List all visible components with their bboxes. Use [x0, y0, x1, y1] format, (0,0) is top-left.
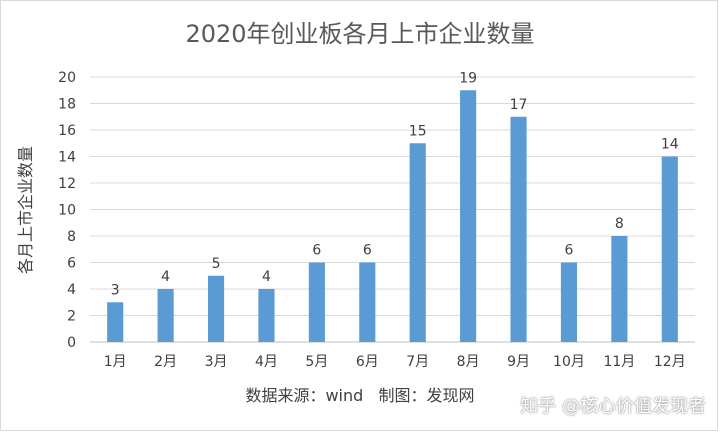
bar [207, 275, 225, 342]
x-tick-label: 12月 [654, 354, 686, 370]
y-tick-label: 10 [58, 203, 76, 219]
data-label: 4 [262, 269, 271, 285]
data-label: 15 [409, 123, 427, 139]
data-label: 6 [312, 243, 321, 259]
x-tick-label: 4月 [255, 354, 278, 370]
gridlines [90, 76, 695, 343]
x-tick-label: 6月 [356, 354, 379, 370]
data-label: 3 [111, 282, 120, 298]
bar [308, 262, 325, 342]
x-tick-label: 1月 [104, 354, 127, 370]
data-label: 4 [161, 269, 170, 285]
data-labels: 3 4 5 4 6 6 15 19 17 6 8 14 [111, 70, 679, 298]
bar [157, 289, 174, 342]
source-note: 数据来源：wind 制图：发现网 [245, 386, 475, 405]
data-label: 6 [363, 243, 372, 259]
watermark: 知乎 @核心价值发现者 [520, 396, 706, 417]
y-tick-label: 18 [58, 97, 76, 113]
data-label: 19 [459, 70, 477, 86]
x-tick-label: 11月 [603, 354, 635, 370]
y-tick-label: 20 [58, 70, 76, 86]
bar [560, 262, 578, 342]
bar [107, 302, 124, 342]
chart-title: 2020年创业板各月上市企业数量 [185, 20, 535, 48]
data-label: 8 [615, 216, 624, 232]
data-label: 14 [661, 137, 679, 153]
bar [258, 289, 275, 342]
y-tick-label: 16 [58, 123, 76, 139]
bar [510, 116, 527, 342]
y-tick-label: 12 [58, 176, 76, 192]
x-tick-label: 7月 [406, 354, 429, 370]
x-tick-label: 5月 [305, 354, 328, 370]
y-tick-label: 2 [67, 309, 76, 325]
bar [409, 143, 426, 342]
data-label: 5 [212, 256, 221, 272]
x-tick-label: 10月 [553, 354, 585, 370]
data-label: 17 [510, 97, 528, 113]
bar [359, 262, 376, 342]
y-tick-label: 8 [67, 229, 76, 245]
x-tick-label: 8月 [457, 354, 480, 370]
x-tick-label: 2月 [154, 354, 177, 370]
y-tick-label: 4 [67, 282, 76, 298]
bars [107, 90, 678, 342]
data-label: 6 [564, 243, 573, 259]
y-tick-label: 14 [58, 150, 76, 166]
x-tick-label: 3月 [205, 354, 228, 370]
y-tick-label: 6 [67, 256, 76, 272]
y-tick-labels: 0 2 4 6 8 10 12 14 16 18 20 [58, 70, 76, 351]
bar [661, 156, 678, 342]
y-axis-label: 各月上市企业数量 [16, 145, 35, 275]
x-tick-label: 9月 [507, 354, 530, 370]
x-tick-labels: 1月 2月 3月 4月 5月 6月 7月 8月 9月 10月 11月 12月 [104, 354, 686, 370]
bar [611, 236, 628, 342]
bar [460, 90, 477, 342]
y-tick-label: 0 [67, 335, 76, 351]
